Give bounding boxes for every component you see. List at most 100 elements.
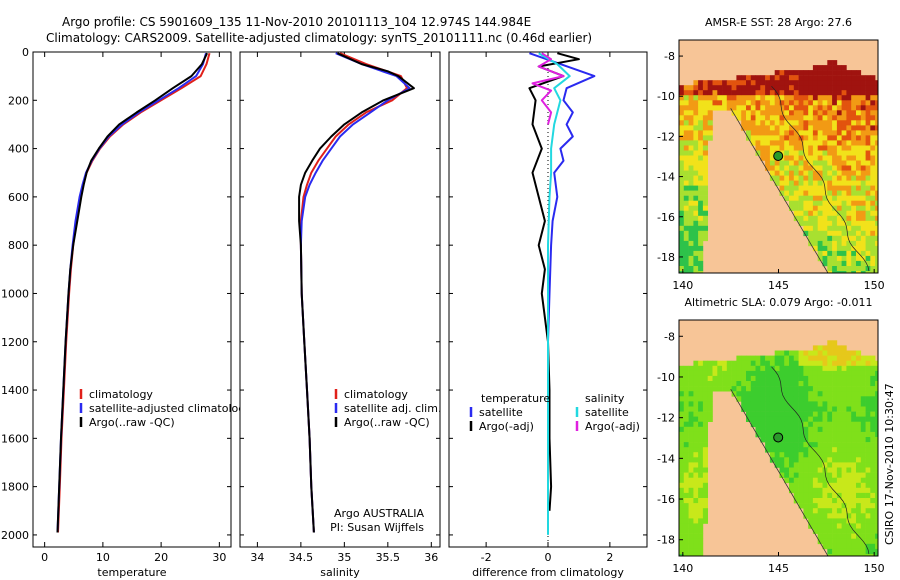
ocean-cell <box>688 416 694 422</box>
x-tick-label: 2 <box>606 551 613 564</box>
ocean-cell <box>683 130 689 136</box>
ocean-cell <box>707 105 713 111</box>
ocean-cell <box>865 386 871 392</box>
ocean-cell <box>865 477 871 484</box>
ocean-cell <box>803 85 809 91</box>
ocean-cell <box>698 205 704 211</box>
ocean-cell <box>698 105 704 111</box>
ocean-cell <box>789 381 795 387</box>
ocean-cell <box>746 365 752 372</box>
ocean-cell <box>856 260 862 267</box>
ocean-cell <box>693 80 699 86</box>
ocean-cell <box>746 95 752 101</box>
ocean-cell <box>702 487 708 494</box>
ocean-cell <box>836 401 842 407</box>
ocean-cell <box>746 375 752 382</box>
ocean-cell <box>698 150 704 156</box>
ocean-cell <box>793 200 799 206</box>
ocean-cell <box>860 190 866 196</box>
ocean-cell <box>798 386 804 392</box>
ocean-cell <box>836 452 842 458</box>
ocean-cell <box>856 271 862 273</box>
ocean-cell <box>779 85 785 91</box>
ocean-cell <box>822 381 828 387</box>
ocean-cell <box>846 513 852 519</box>
ocean-cell <box>755 431 761 438</box>
ocean-cell <box>679 518 685 524</box>
ocean-cell <box>808 472 814 478</box>
ocean-cell <box>832 95 838 101</box>
ocean-cell <box>722 80 728 86</box>
ocean-cell <box>774 457 780 463</box>
ocean-cell <box>702 386 708 392</box>
ocean-cell <box>870 155 876 161</box>
ocean-cell <box>803 375 809 382</box>
ocean-cell <box>875 518 878 524</box>
ocean-cell <box>698 170 704 176</box>
ocean-cell <box>717 80 723 86</box>
ocean-cell <box>693 95 699 101</box>
ocean-cell <box>698 426 704 433</box>
ocean-cell <box>755 95 761 101</box>
ocean-cell <box>822 411 828 417</box>
ocean-cell <box>812 210 818 216</box>
ocean-cell <box>774 426 780 433</box>
ocean-cell <box>683 190 689 196</box>
ocean-cell <box>846 70 852 76</box>
ocean-cell <box>827 528 833 534</box>
ocean-cell <box>798 180 804 186</box>
ocean-cell <box>755 115 761 121</box>
ocean-cell <box>875 508 878 514</box>
ocean-cell <box>841 437 847 443</box>
ocean-cell <box>822 503 828 509</box>
ocean-cell <box>832 80 838 86</box>
ocean-cell <box>856 375 862 382</box>
ocean-cell <box>836 411 842 417</box>
ocean-cell <box>875 513 878 519</box>
ocean-cell <box>789 120 795 126</box>
ocean-cell <box>870 391 876 397</box>
ocean-cell <box>836 457 842 463</box>
ocean-cell <box>836 80 842 86</box>
legend-label: satellite <box>479 406 523 419</box>
ocean-cell <box>702 115 708 121</box>
ocean-cell <box>808 467 814 473</box>
ocean-cell <box>841 150 847 156</box>
ocean-cell <box>789 437 795 443</box>
ocean-cell <box>784 80 790 86</box>
ocean-cell <box>784 431 790 438</box>
ocean-cell <box>688 230 694 237</box>
ocean-cell <box>822 220 828 227</box>
ocean-cell <box>712 95 718 101</box>
ocean-cell <box>822 508 828 514</box>
ocean-cell <box>817 155 823 161</box>
ocean-cell <box>851 411 857 417</box>
map-x-tick-label: 150 <box>864 562 885 575</box>
ocean-cell <box>832 266 838 272</box>
ocean-cell <box>779 426 785 433</box>
ocean-cell <box>717 386 723 392</box>
ocean-cell <box>836 447 842 453</box>
ocean-cell <box>870 150 876 156</box>
ocean-cell <box>793 210 799 216</box>
ocean-cell <box>793 165 799 171</box>
ocean-cell <box>832 230 838 237</box>
ocean-cell <box>875 235 878 242</box>
ocean-cell <box>860 528 866 534</box>
ocean-cell <box>679 85 685 91</box>
ocean-cell <box>789 467 795 473</box>
ocean-cell <box>688 266 694 272</box>
ocean-cell <box>827 150 833 156</box>
ocean-cell <box>693 250 699 257</box>
ocean-cell <box>683 145 689 151</box>
ocean-cell <box>750 85 756 91</box>
ocean-cell <box>832 210 838 216</box>
ocean-cell <box>765 110 771 116</box>
ocean-cell <box>774 411 780 417</box>
ocean-cell <box>812 135 818 141</box>
ocean-cell <box>827 205 833 211</box>
ocean-cell <box>875 190 878 196</box>
ocean-cell <box>865 120 871 126</box>
ocean-cell <box>812 185 818 191</box>
ocean-cell <box>798 406 804 412</box>
